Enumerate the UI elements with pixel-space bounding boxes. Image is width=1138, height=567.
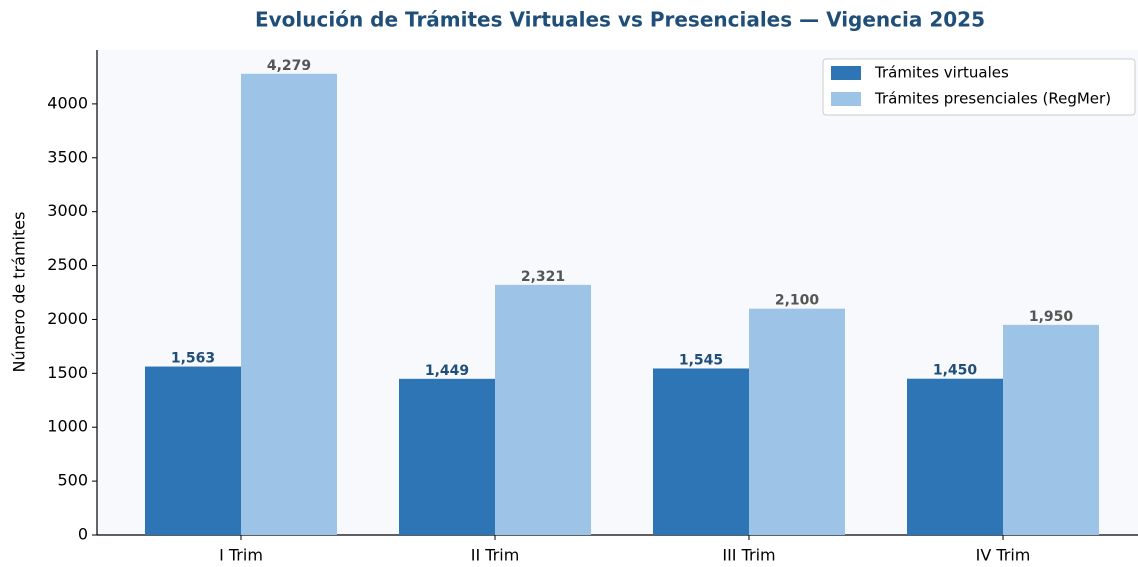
x-tick-label: I Trim — [219, 546, 263, 565]
value-label: 1,563 — [171, 351, 215, 367]
legend-swatch — [831, 92, 861, 106]
value-label: 1,950 — [1029, 309, 1074, 325]
y-tick-label: 2500 — [47, 255, 88, 274]
y-tick-label: 3000 — [47, 201, 88, 220]
value-label: 1,545 — [679, 352, 723, 368]
bar — [907, 378, 1003, 535]
legend-box — [822, 58, 1136, 116]
value-label: 1,449 — [425, 363, 469, 379]
chart-title: Evolución de Trámites Virtuales vs Prese… — [255, 8, 985, 32]
value-label: 2,100 — [775, 293, 820, 309]
y-tick-label: 2000 — [47, 309, 88, 328]
bar — [241, 73, 337, 536]
value-label: 4,279 — [267, 58, 311, 74]
legend-swatch — [831, 66, 861, 80]
legend-label: Trámites virtuales — [874, 64, 1009, 82]
y-tick-label: 4000 — [47, 93, 88, 112]
bar — [145, 366, 241, 535]
x-tick-label: IV Trim — [976, 546, 1031, 565]
x-tick-label: II Trim — [471, 546, 520, 565]
bar — [653, 368, 749, 535]
value-label: 2,321 — [521, 269, 565, 285]
y-axis-label: Número de trámites — [10, 212, 29, 373]
bar — [495, 284, 591, 535]
legend-label: Trámites presenciales (RegMer) — [874, 90, 1111, 108]
value-label: 1,450 — [933, 363, 978, 379]
x-tick-label: III Trim — [722, 546, 775, 565]
bar — [1003, 324, 1099, 535]
y-tick-label: 1000 — [47, 417, 88, 436]
y-tick-label: 3500 — [47, 147, 88, 166]
bar — [399, 378, 495, 535]
y-tick-label: 500 — [57, 471, 88, 490]
y-tick-label: 1500 — [47, 363, 88, 382]
y-tick-label: 0 — [78, 525, 88, 544]
bar — [749, 308, 845, 535]
